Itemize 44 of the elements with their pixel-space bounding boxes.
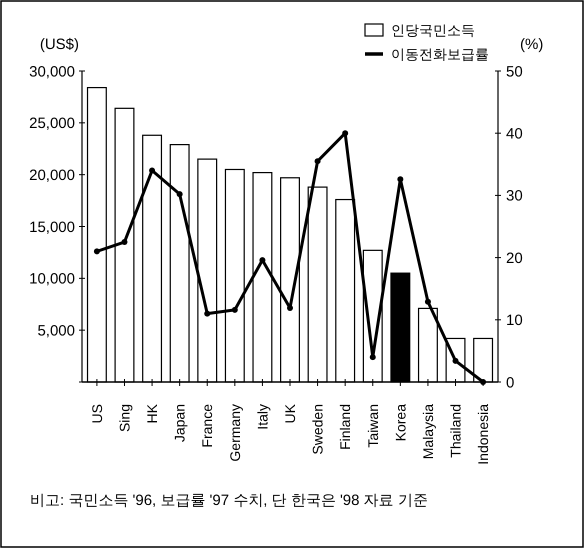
point: [314, 158, 321, 164]
y-tick-label: 5,000: [37, 322, 75, 340]
x-tick-label: Malaysia: [420, 404, 436, 460]
x-tick-label: Italy: [254, 404, 270, 430]
x-tick-label: Sing: [116, 404, 132, 432]
y-axis-title: (US$): [40, 36, 80, 53]
legend-label: 인당국민소득: [391, 22, 475, 38]
point: [259, 257, 266, 264]
y2-tick-label: 10: [506, 312, 523, 330]
x-tick-label: Finland: [337, 404, 354, 450]
y2-tick-label: 30: [506, 188, 523, 205]
y2-tick-label: 40: [506, 125, 523, 142]
point: [452, 358, 459, 364]
y2-tick-label: 50: [506, 63, 523, 80]
y-tick-label: 15,000: [29, 218, 75, 236]
y-tick-label: 20,000: [29, 166, 75, 184]
x-tick-label: Taiwan: [364, 404, 381, 448]
y2-tick-label: 20: [506, 250, 523, 267]
x-tick-label: Japan: [172, 404, 188, 442]
point: [480, 379, 486, 385]
x-tick-label: US: [88, 404, 105, 424]
point: [424, 298, 431, 305]
point: [232, 306, 238, 313]
x-tick-label: France: [199, 404, 216, 448]
point: [370, 354, 376, 360]
legend-label: 이동전화보급률: [391, 46, 489, 62]
point: [94, 248, 100, 254]
x-tick-label: Thailand: [448, 404, 464, 458]
y2-tick-label: 0: [506, 374, 514, 392]
text: 비고: 국민소득 '96, 보급률 '97 수치, 단 한국은 '98 자료 기준: [30, 492, 428, 509]
y-tick-label: 25,000: [29, 115, 75, 132]
y-tick-label: 30,000: [29, 63, 75, 80]
x-tick-label: Indonesia: [475, 404, 492, 465]
x-tick-label: HK: [144, 403, 160, 424]
point: [121, 239, 128, 246]
point: [149, 168, 156, 174]
point: [204, 310, 210, 317]
point: [176, 191, 183, 198]
x-tick-label: UK: [282, 403, 298, 424]
x-tick-label: Sweden: [310, 404, 326, 455]
y-tick-label: 10,000: [29, 270, 75, 288]
x-tick-label: Korea: [392, 404, 408, 442]
x-tick-label: Germany: [226, 404, 243, 462]
y2-axis-title: (%): [520, 36, 544, 53]
